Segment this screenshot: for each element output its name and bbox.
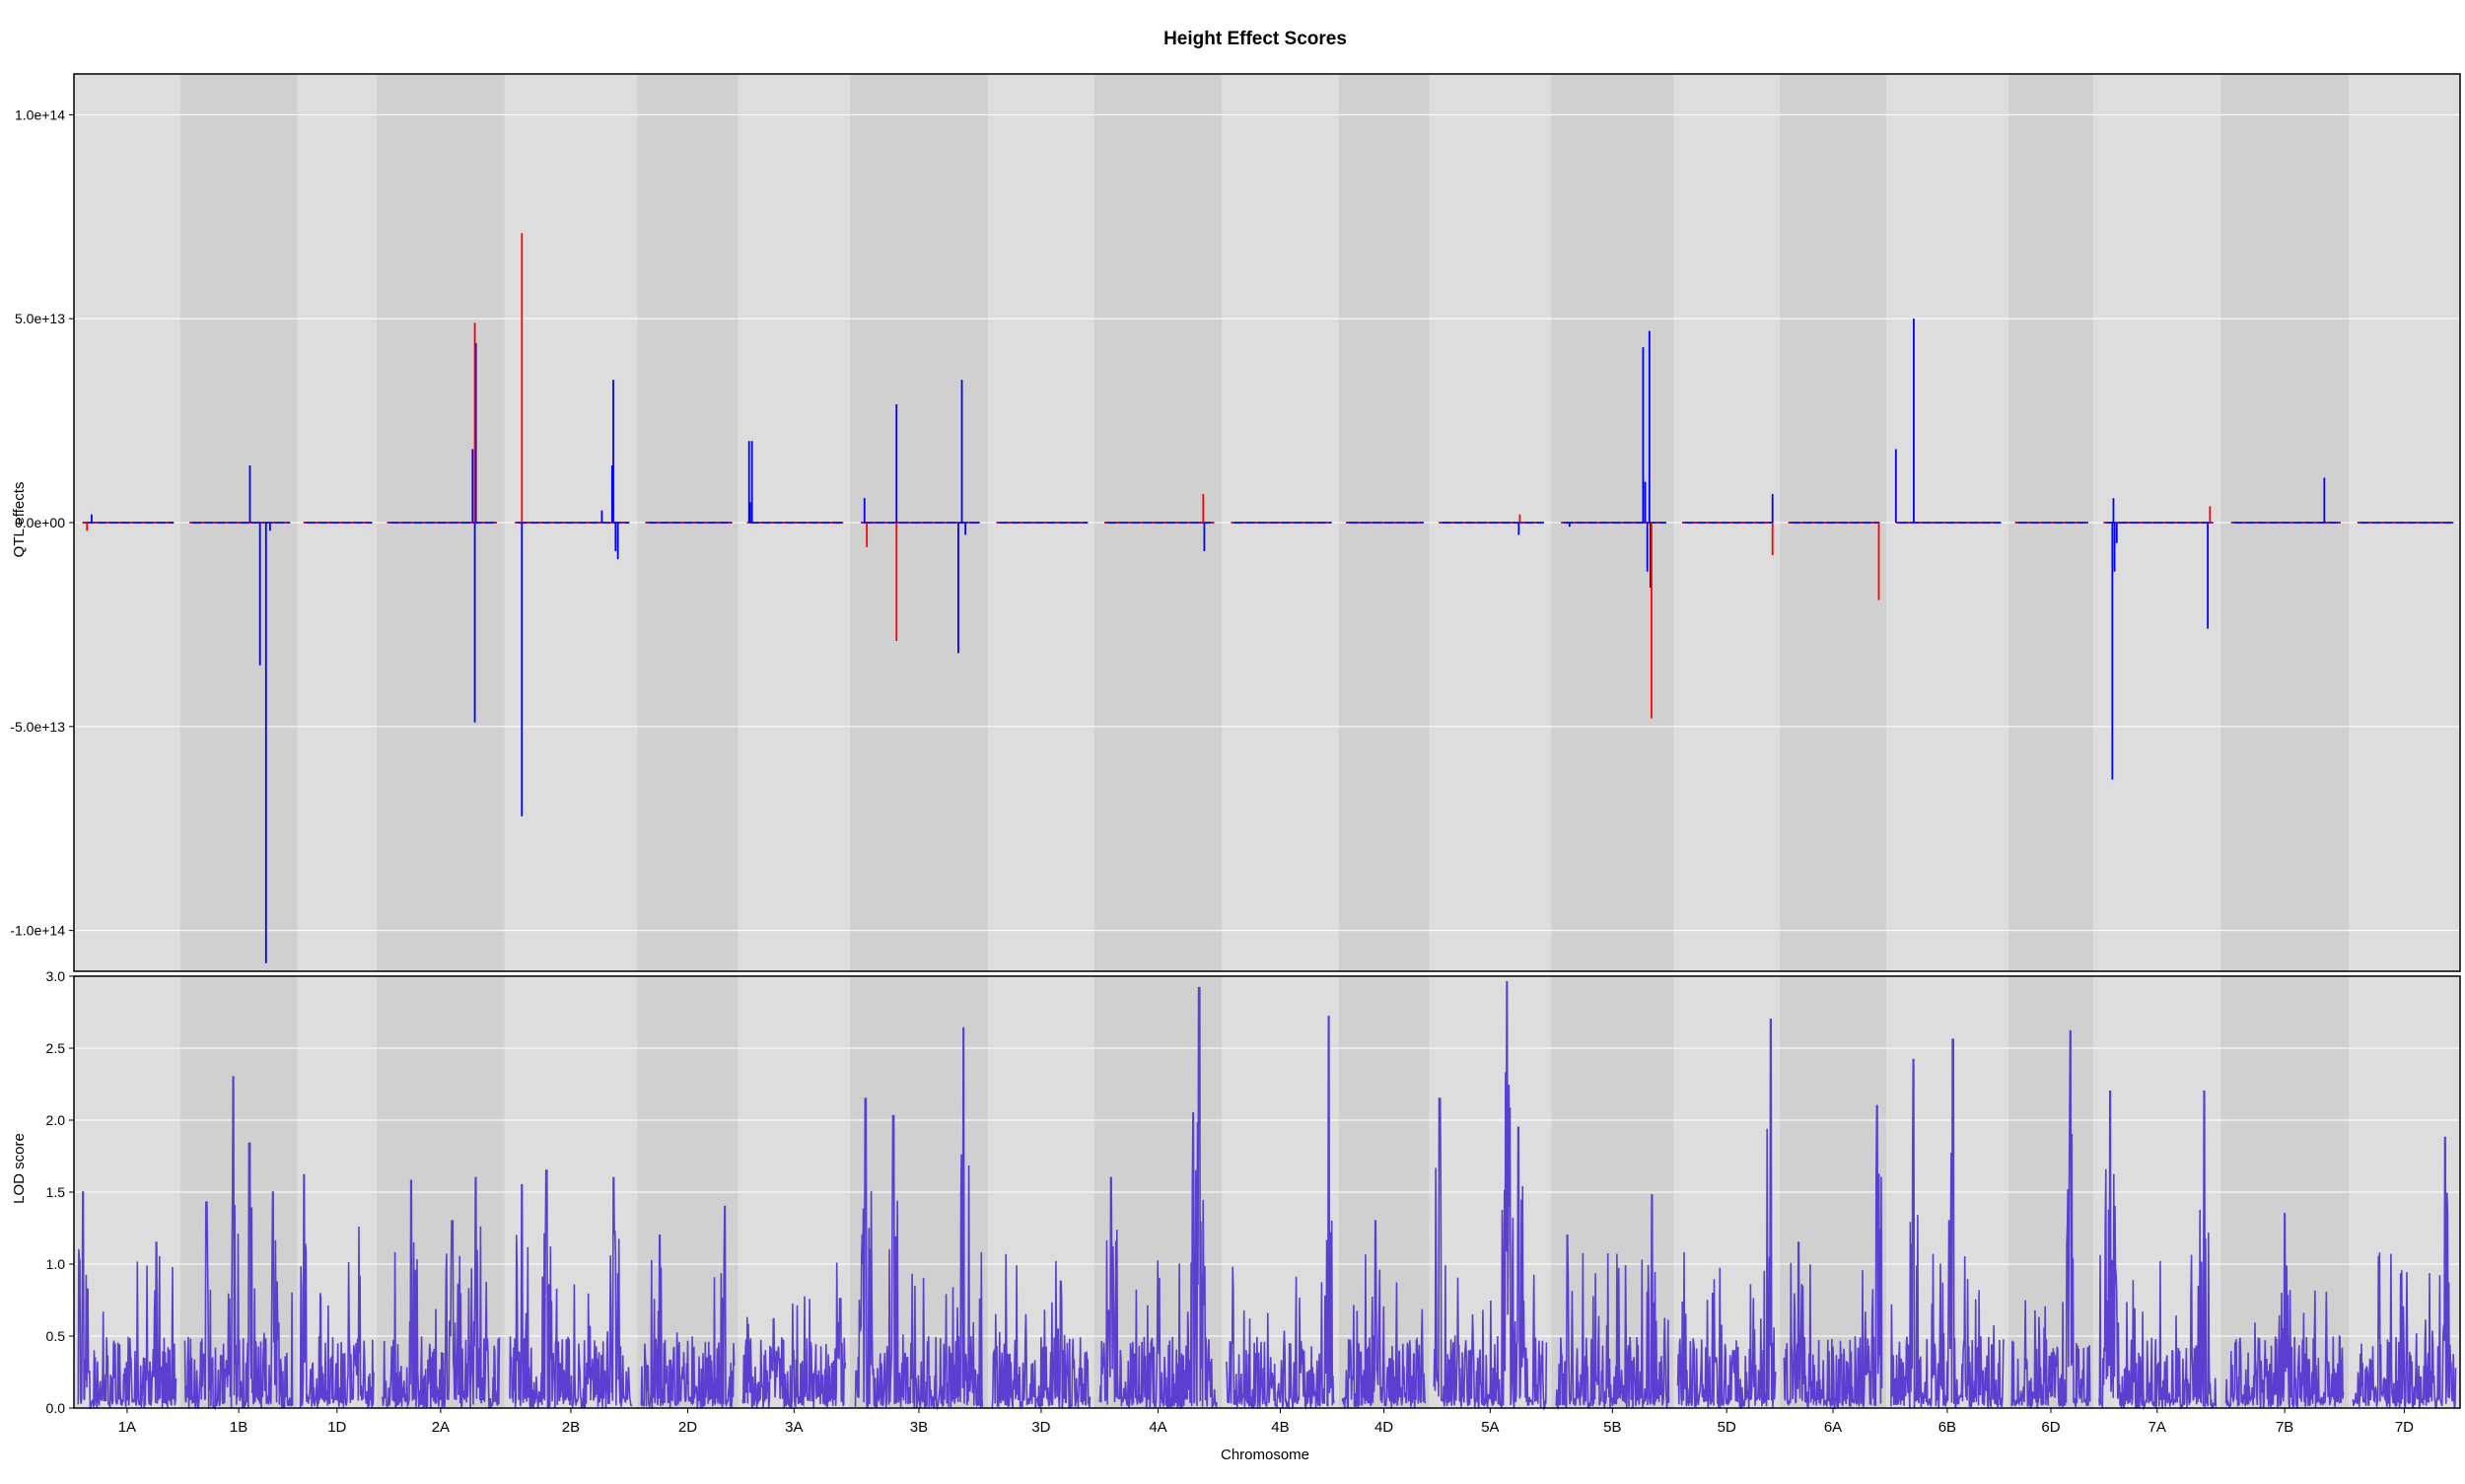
x-tick-label-5D: 5D <box>1718 1419 1736 1436</box>
chromosome-x-ticks: 1A 1B 1D 2A 2B 2D 3A 3B 3D 4A 4B 4D 5A 5B 5D 6A 6B 6D 7A 7B… <box>118 1408 2414 1436</box>
x-tick-label-2D: 2D <box>678 1419 697 1436</box>
lod-curve-4D <box>1341 1220 1427 1408</box>
lod-curve-7D <box>2352 1136 2457 1409</box>
lod-curve-3B <box>854 1026 984 1411</box>
x-tick-label-7A: 7A <box>2148 1419 2166 1436</box>
lod-y-tick-label: 1.5 <box>46 1184 66 1200</box>
lod-y-tick-label: 2.0 <box>46 1112 66 1128</box>
x-tick-label-4B: 4B <box>1271 1419 1289 1436</box>
effects-y-tick-label: 5.0e+13 <box>15 311 65 326</box>
x-tick-label-3D: 3D <box>1031 1419 1050 1436</box>
lod-panel-frame <box>73 975 2461 1409</box>
x-tick-label-1A: 1A <box>118 1419 136 1436</box>
lod-curve-1A <box>77 1191 177 1408</box>
x-tick-label-6A: 6A <box>1824 1419 1842 1436</box>
x-tick-label-6B: 6B <box>1938 1419 1956 1436</box>
effects-y-ticks: 1.0e+14 5.0e+13 0.0e+00 -5.0e+13 -1.0e+14 <box>10 106 74 939</box>
lod-curve-7A <box>2098 1091 2218 1411</box>
x-tick-label-3A: 3A <box>785 1419 803 1436</box>
x-axis-label: Chromosome <box>1221 1447 1309 1463</box>
lod-curve-6A <box>1783 1104 1883 1411</box>
x-tick-label-6D: 6D <box>2041 1419 2060 1436</box>
effects-panel-frame <box>73 73 2461 972</box>
x-tick-label-1B: 1B <box>230 1419 247 1436</box>
x-tick-label-4D: 4D <box>1374 1419 1393 1436</box>
effects-y-axis-label: QTL effects <box>11 482 28 558</box>
lod-y-axis-label: LOD score <box>11 1133 28 1204</box>
lod-curve-6D <box>2010 1029 2091 1408</box>
lod-y-tick-label: 1.0 <box>46 1256 66 1272</box>
x-tick-label-4A: 4A <box>1149 1419 1166 1436</box>
lod-curve-1D <box>299 1173 375 1408</box>
x-tick-label-7B: 7B <box>2276 1419 2293 1436</box>
x-tick-label-5B: 5B <box>1603 1419 1621 1436</box>
lod-y-tick-label: 0.5 <box>46 1328 66 1344</box>
lod-curve-5B <box>1555 1194 1670 1410</box>
lod-curve-4A <box>1098 986 1218 1410</box>
x-tick-label-3B: 3B <box>910 1419 928 1436</box>
x-tick-label-2B: 2B <box>562 1419 580 1436</box>
x-tick-label-7D: 7D <box>2395 1419 2414 1436</box>
x-tick-label-2A: 2A <box>432 1419 450 1436</box>
effects-y-tick-label: -5.0e+13 <box>10 719 65 735</box>
lod-curve-7B <box>2224 1213 2345 1409</box>
lod-curve-1B <box>183 1076 294 1411</box>
lod-panel: 0.0 0.5 1.0 1.5 2.0 2.5 3.0 <box>46 968 2461 1416</box>
lod-y-ticks: 0.0 0.5 1.0 1.5 2.0 2.5 3.0 <box>46 968 74 1416</box>
effects-panel: 1.0e+14 5.0e+13 0.0e+00 -5.0e+13 -1.0e+14 <box>10 73 2461 972</box>
effects-y-tick-label: -1.0e+14 <box>10 923 65 939</box>
lod-curve-2A <box>381 1176 501 1409</box>
lod-curve-5D <box>1676 1019 1777 1408</box>
lod-curve-4B <box>1226 1016 1335 1410</box>
effects-y-tick-label: 1.0e+14 <box>15 106 65 122</box>
lod-y-tick-label: 3.0 <box>46 968 66 984</box>
lod-curve-3D <box>991 1253 1092 1408</box>
effects-y-tick-label: 0.0e+00 <box>15 515 65 530</box>
lod-curve-3A <box>741 1262 847 1409</box>
lod-y-tick-label: 2.5 <box>46 1040 66 1056</box>
lod-curve-5A <box>1433 980 1548 1412</box>
x-tick-label-1D: 1D <box>327 1419 346 1436</box>
x-tick-label-5A: 5A <box>1481 1419 1499 1436</box>
effects-series <box>82 233 2454 963</box>
chart-title: Height Effect Scores <box>1163 29 1347 49</box>
lod-curve-2D <box>640 1205 736 1408</box>
lod-y-tick-label: 0.0 <box>46 1400 66 1416</box>
